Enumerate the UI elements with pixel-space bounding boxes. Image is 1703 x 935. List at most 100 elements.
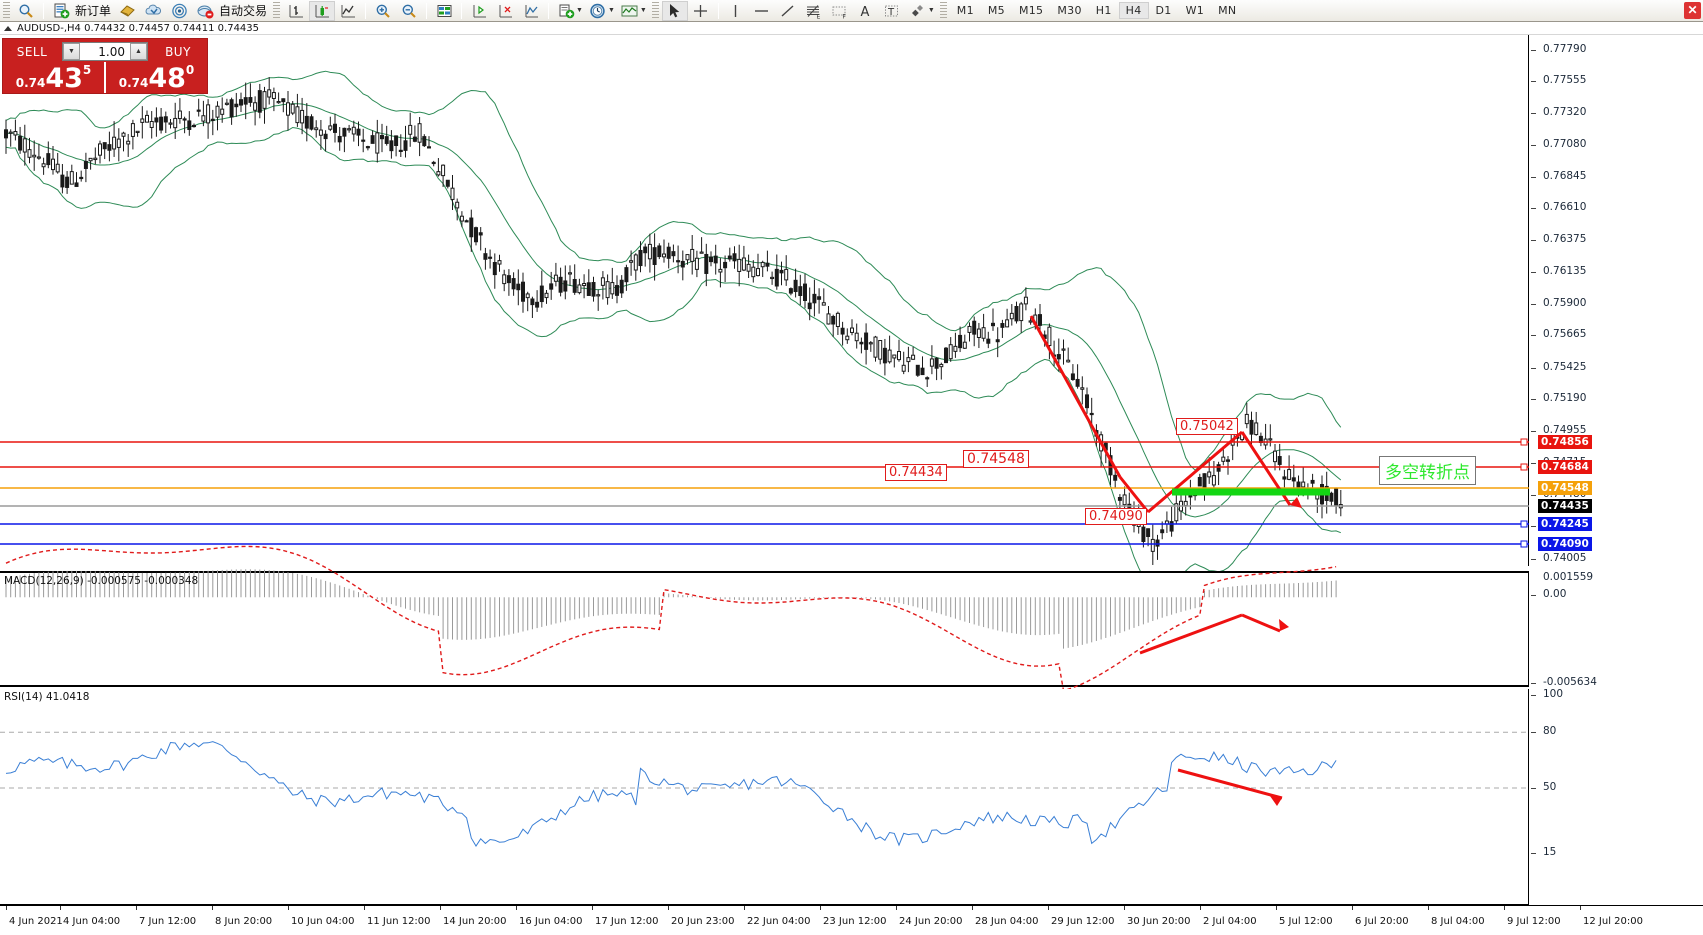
time-tick-label: 4 Jun 04:00 [63, 916, 121, 927]
price-tick [1531, 367, 1536, 369]
macd-indicator-pane[interactable]: MACD(12,26,9) -0.000575 -0.000348 [0, 545, 1529, 692]
price-tick-label: 0.74005 [1543, 551, 1587, 564]
anno-075042[interactable]: 0.75042 [1176, 418, 1238, 435]
indicators-icon[interactable] [518, 1, 544, 21]
price-tick [1531, 272, 1536, 274]
toolbar-grip[interactable] [3, 2, 10, 19]
time-tick-label: 7 Jun 12:00 [139, 916, 197, 927]
label-icon[interactable]: T [879, 1, 905, 21]
price-level-badge[interactable]: 0.74245 [1538, 517, 1592, 531]
timeframe-h4[interactable]: H4 [1118, 2, 1149, 19]
timeframe-m5[interactable]: M5 [987, 4, 1005, 17]
sell-button[interactable]: SELL [16, 44, 48, 59]
rsi-indicator-pane[interactable]: RSI(14) 41.0418 [0, 689, 1529, 905]
one-click-trading-panel[interactable]: SELL ▼ 1.00 ▲ BUY 0.74 43 5 0.74 48 0 [2, 38, 208, 94]
signals-icon[interactable] [166, 1, 192, 21]
channel-icon[interactable]: F [827, 1, 853, 21]
volume-stepper[interactable]: ▼ 1.00 ▲ [62, 42, 148, 61]
magnifier-icon[interactable] [13, 1, 39, 21]
candle-chart-icon[interactable] [309, 0, 336, 21]
volume-decrement-button[interactable]: ▼ [63, 43, 80, 60]
price-tick-label: 0.77790 [1543, 42, 1587, 55]
sell-price-big: 43 [45, 63, 83, 95]
clock-icon[interactable] [585, 1, 611, 21]
auto-trading-icon[interactable] [192, 1, 218, 21]
cursor-icon[interactable] [661, 0, 688, 21]
zoom-in-icon[interactable] [370, 1, 396, 21]
trendline-icon[interactable] [775, 1, 801, 21]
hline-icon[interactable] [749, 1, 775, 21]
text-icon[interactable]: A [853, 1, 879, 21]
toolbar-grip-4[interactable] [939, 2, 947, 19]
volume-increment-button[interactable]: ▲ [130, 43, 147, 60]
price-level-badge[interactable]: 0.74548 [1538, 481, 1592, 495]
anno-074090[interactable]: 0.74090 [1085, 508, 1147, 525]
timeframe-m15[interactable]: M15 [1018, 4, 1044, 17]
crosshair-icon[interactable] [688, 1, 714, 21]
sell-price-display[interactable]: 0.74 43 5 [3, 62, 104, 93]
time-axis[interactable]: 4 Jun 2021 4 Jun 04:00 7 Jun 12:00 8 Jun 20… [0, 905, 1703, 935]
timeframe-h1[interactable]: H1 [1095, 4, 1112, 17]
rsi-axis[interactable]: 100 80 50 15 [1529, 688, 1703, 905]
ohlc-icon[interactable] [492, 1, 518, 21]
price-axis[interactable]: 0.77790 0.77555 0.77320 0.77080 0.76845 0.766… [1529, 35, 1703, 566]
grid-icon[interactable] [466, 1, 492, 21]
bar-chart-icon[interactable] [283, 1, 309, 21]
toolbar-grip-2[interactable] [273, 2, 281, 19]
collapse-triangle-icon[interactable] [4, 25, 12, 31]
anno-074548[interactable]: 0.74548 [963, 450, 1029, 468]
symbol-ohlc-text: AUDUSD-,H4 0.74432 0.74457 0.74411 0.744… [17, 22, 260, 34]
price-level-badge[interactable]: 0.74090 [1538, 537, 1592, 551]
auto-trading-label[interactable]: 自动交易 [219, 4, 268, 18]
anno-074434[interactable]: 0.74434 [885, 464, 947, 481]
time-tick [972, 906, 973, 910]
timeframe-mn[interactable]: MN [1218, 4, 1237, 17]
chevron-down-icon-shapes[interactable]: ▼ [927, 7, 935, 14]
timeframe-w1[interactable]: W1 [1185, 4, 1205, 17]
price-level-badge[interactable]: 0.74435 [1538, 499, 1592, 513]
volume-value[interactable]: 1.00 [98, 44, 125, 59]
templates-icon[interactable] [617, 1, 643, 21]
fibonacci-icon[interactable]: E [801, 1, 827, 21]
turning-point-annotation[interactable]: 多空转折点 [1379, 456, 1476, 485]
new-order-label[interactable]: 新订单 [75, 4, 112, 18]
rsi-tick-label: 15 [1543, 846, 1557, 859]
timeframe-m1[interactable]: M1 [956, 4, 974, 17]
time-tick-label: 8 Jun 20:00 [215, 916, 273, 927]
chevron-down-icon-period[interactable]: ▼ [576, 7, 583, 14]
price-chart-pane[interactable]: 0.75042 0.74548 0.74434 0.74090 多空转折点 [0, 35, 1529, 597]
buy-price-display[interactable]: 0.74 48 0 [104, 62, 207, 93]
time-tick-label: 22 Jun 04:00 [747, 916, 811, 927]
timeframe-d1[interactable]: D1 [1155, 4, 1172, 17]
price-tick-label: 0.75425 [1543, 360, 1587, 373]
price-level-badge[interactable]: 0.74856 [1538, 435, 1592, 449]
macd-tick-label: 0.00 [1543, 588, 1567, 601]
buy-price-big: 48 [148, 63, 186, 95]
new-order-icon[interactable] [48, 1, 74, 21]
expert-advisor-icon[interactable] [114, 1, 140, 21]
time-tick-label: 28 Jun 04:00 [975, 916, 1039, 927]
time-tick [896, 906, 897, 910]
svg-text:A: A [861, 5, 870, 19]
chevron-down-icon-templates[interactable]: ▼ [639, 7, 647, 14]
zoom-out-icon[interactable] [396, 1, 422, 21]
data-window-icon[interactable] [431, 1, 457, 21]
period-icon[interactable] [553, 1, 579, 21]
time-tick [136, 906, 137, 910]
chevron-down-icon-clock[interactable]: ▼ [607, 7, 615, 14]
close-icon[interactable]: ✕ [1684, 2, 1701, 19]
line-chart-icon[interactable] [335, 1, 361, 21]
time-tick [592, 906, 593, 910]
timeframe-m30[interactable]: M30 [1057, 4, 1082, 17]
terminal-icon[interactable] [140, 1, 166, 21]
buy-price-prefix: 0.74 [118, 76, 149, 90]
toolbar-grip-3[interactable] [651, 2, 659, 19]
price-level-badge[interactable]: 0.74684 [1538, 460, 1592, 474]
vline-icon[interactable] [723, 1, 749, 21]
macd-axis[interactable]: 0.001559 0.00 -0.005634 [1529, 571, 1703, 688]
shapes-icon[interactable] [905, 1, 931, 21]
price-tick [1531, 240, 1536, 241]
buy-button[interactable]: BUY [165, 44, 191, 59]
price-chart-canvas [0, 70, 1529, 597]
